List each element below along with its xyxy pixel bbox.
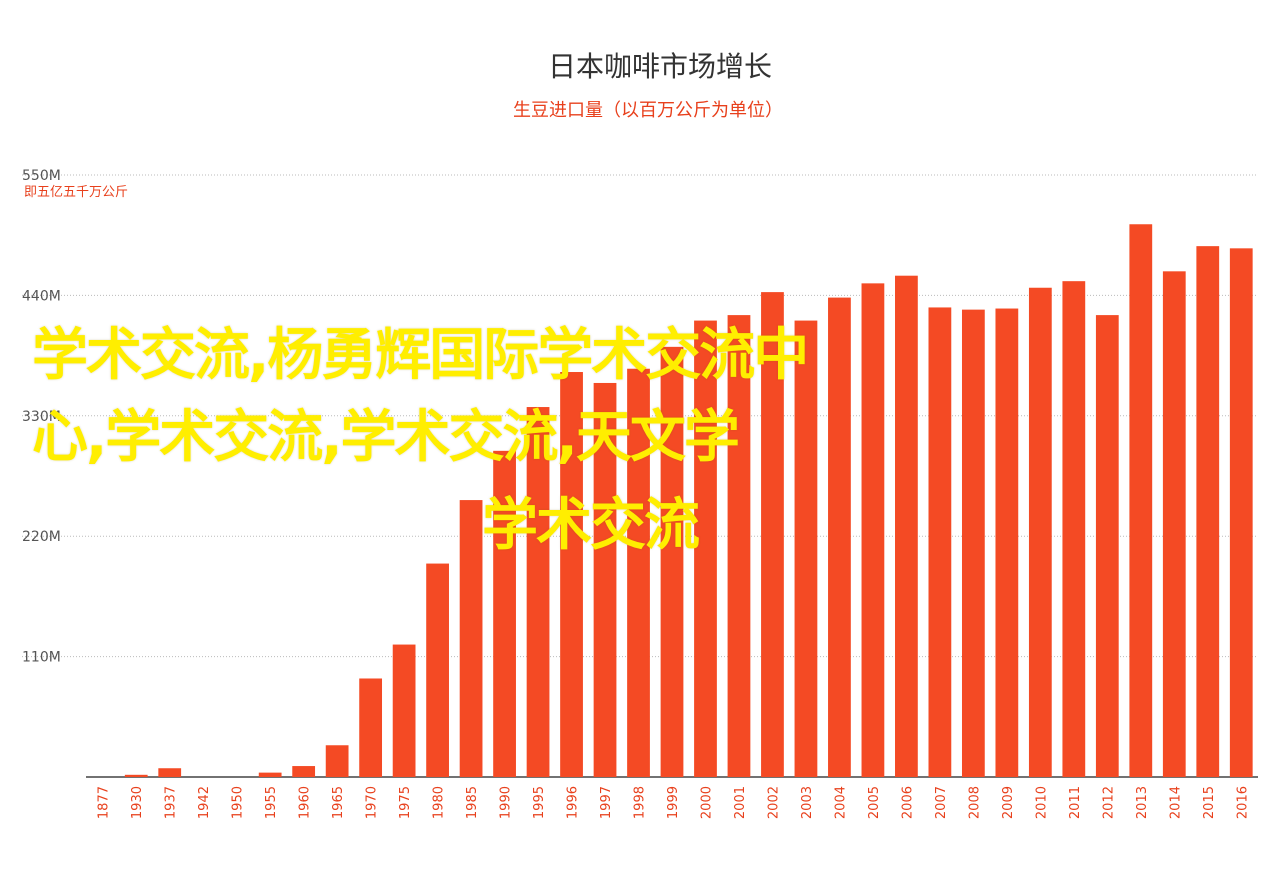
bar-1937 bbox=[158, 768, 182, 777]
x-tick-label: 2001 bbox=[733, 786, 748, 819]
x-tick-label: 1996 bbox=[566, 786, 581, 819]
y-tick-label: 220M bbox=[22, 529, 61, 545]
bar-1965 bbox=[325, 745, 349, 777]
x-tick-label: 1975 bbox=[398, 786, 413, 819]
x-tick-label: 2003 bbox=[800, 786, 815, 819]
x-tick-label: 1990 bbox=[499, 786, 514, 819]
x-tick-label: 2008 bbox=[967, 786, 982, 819]
x-tick-label: 1877 bbox=[97, 786, 112, 819]
bar-2013 bbox=[1129, 224, 1153, 778]
x-tick-label: 1950 bbox=[231, 786, 246, 819]
bar-2004 bbox=[828, 297, 851, 777]
bar-1930 bbox=[124, 774, 148, 777]
bar-1985 bbox=[459, 500, 483, 777]
bar-2008 bbox=[961, 309, 985, 777]
x-tick-label: 1965 bbox=[331, 786, 346, 819]
bar-2010 bbox=[1028, 287, 1052, 777]
chart-subtitle: 生豆进口量（以百万公斤为单位） bbox=[513, 100, 783, 121]
x-tick-label: 1960 bbox=[298, 786, 313, 819]
bar-2000 bbox=[694, 320, 717, 777]
x-tick-label: 1985 bbox=[465, 786, 480, 819]
x-tick-label: 2015 bbox=[1202, 786, 1217, 819]
x-tick-label: 1942 bbox=[197, 786, 212, 819]
y-unit-label: 即五亿五千万公斤 bbox=[24, 185, 128, 200]
bar-1995 bbox=[526, 407, 550, 777]
bar-2006 bbox=[895, 275, 918, 777]
x-tick-label: 2016 bbox=[1235, 786, 1250, 819]
bar-2001 bbox=[727, 315, 751, 777]
bar-2009 bbox=[995, 308, 1019, 777]
bar-2005 bbox=[861, 283, 885, 777]
x-tick-label: 2009 bbox=[1001, 786, 1016, 819]
bar-2007 bbox=[928, 307, 952, 777]
x-tick-label: 2010 bbox=[1034, 786, 1049, 819]
bar-1970 bbox=[359, 678, 383, 777]
bar-2016 bbox=[1229, 248, 1253, 778]
y-tick-label: 330M bbox=[22, 409, 61, 425]
bar-2002 bbox=[761, 292, 784, 777]
x-tick-label: 1995 bbox=[532, 786, 547, 819]
bar-1999 bbox=[660, 346, 684, 777]
x-tick-label: 1998 bbox=[633, 786, 648, 819]
x-tick-label: 1955 bbox=[264, 786, 279, 819]
bar-1990 bbox=[493, 450, 516, 777]
x-tick-label: 2005 bbox=[867, 786, 882, 819]
x-tick-label: 1999 bbox=[666, 786, 681, 819]
overlay-text-line-2: 心,学术交流,学术交流,天文学 bbox=[32, 405, 740, 470]
x-tick-label: 2011 bbox=[1068, 786, 1083, 819]
bar-2011 bbox=[1062, 281, 1086, 777]
bar-1998 bbox=[627, 368, 650, 777]
overlay-text-line-3: 学术交流 bbox=[482, 493, 700, 558]
x-tick-label: 2004 bbox=[833, 786, 848, 819]
bar-1996 bbox=[560, 372, 583, 777]
x-tick-label: 2002 bbox=[766, 786, 781, 819]
x-tick-label: 1980 bbox=[432, 786, 447, 819]
x-tick-label: 1937 bbox=[164, 786, 179, 819]
overlay-text-line-1: 学术交流,杨勇辉国际学术交流中 bbox=[32, 323, 809, 388]
y-tick-label: 110M bbox=[22, 650, 61, 666]
x-tick-label: 2006 bbox=[900, 786, 915, 819]
bar-2003 bbox=[794, 320, 818, 777]
x-tick-label: 2013 bbox=[1135, 786, 1150, 819]
x-tick-label: 2007 bbox=[934, 786, 949, 819]
x-tick-label: 2012 bbox=[1101, 786, 1116, 819]
bar-1975 bbox=[392, 644, 416, 777]
bar-1980 bbox=[426, 563, 449, 777]
x-tick-label: 2000 bbox=[699, 786, 714, 819]
chart-title: 日本咖啡市场增长 bbox=[548, 50, 772, 83]
y-tick-label: 440M bbox=[22, 288, 61, 304]
x-tick-label: 2014 bbox=[1168, 786, 1183, 819]
bar-2014 bbox=[1162, 271, 1186, 777]
bar-1997 bbox=[593, 382, 617, 777]
bar-2015 bbox=[1196, 246, 1220, 778]
y-tick-label: 550M bbox=[22, 168, 61, 184]
bar-2012 bbox=[1095, 315, 1119, 777]
x-tick-label: 1997 bbox=[599, 786, 614, 819]
bar-1960 bbox=[292, 766, 316, 777]
x-tick-label: 1930 bbox=[130, 786, 145, 819]
x-tick-label: 1970 bbox=[365, 786, 380, 819]
bar-1955 bbox=[258, 772, 282, 777]
